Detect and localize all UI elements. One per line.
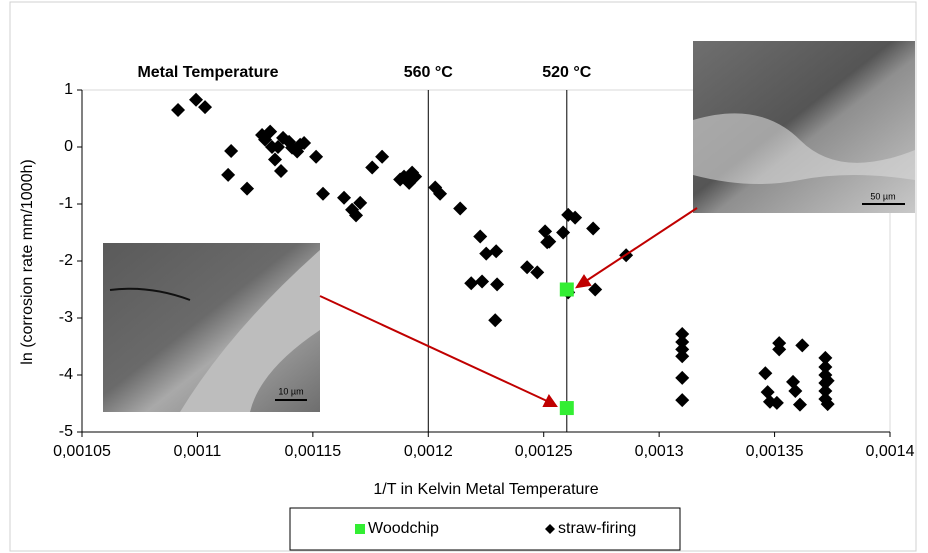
x-tick-label: 0,0011	[174, 443, 222, 460]
arrow	[319, 295, 548, 402]
marker-diamond	[795, 338, 810, 353]
y-tick-label: 0	[64, 138, 73, 155]
marker-diamond	[221, 167, 236, 182]
photo-left: 10 µm	[103, 243, 320, 412]
marker-diamond	[479, 246, 494, 261]
y-axis-label: ln (corrosion rate mm/1000h)	[19, 159, 36, 364]
reference-label: 560 °C	[404, 64, 454, 81]
marker-diamond	[198, 100, 213, 115]
arrows	[319, 207, 698, 407]
marker-diamond	[769, 395, 784, 410]
marker-diamond	[453, 201, 468, 216]
photo-texture	[693, 113, 915, 184]
marker-diamond	[556, 225, 571, 240]
marker-diamond	[337, 190, 352, 205]
x-tick-label: 0,00105	[53, 443, 111, 460]
marker-diamond	[586, 221, 601, 236]
marker-diamond	[263, 124, 278, 139]
arrow	[585, 207, 698, 282]
marker-square	[559, 282, 574, 297]
marker-diamond	[349, 208, 364, 223]
marker-diamond	[433, 186, 448, 201]
marker-diamond	[489, 244, 504, 259]
arrow-head	[574, 274, 592, 289]
marker-diamond	[270, 140, 285, 154]
marker-diamond	[568, 210, 583, 225]
marker-diamond	[297, 136, 312, 151]
y-tick-label: -4	[59, 366, 73, 383]
marker-diamond	[675, 326, 690, 341]
marker-diamond	[171, 102, 186, 117]
frame	[9, 1, 917, 552]
marker-diamond	[520, 260, 535, 275]
x-tick-label: 0,00125	[515, 443, 573, 460]
x-tick-label: 0,00135	[746, 443, 804, 460]
y-tick-label: -3	[59, 309, 73, 326]
marker-square	[355, 524, 365, 534]
marker-diamond	[675, 370, 690, 385]
marker-diamond	[530, 265, 545, 280]
y-tick-label: -5	[59, 423, 73, 440]
marker-diamond	[488, 313, 503, 328]
marker-diamond	[224, 143, 239, 158]
marker-diamond	[316, 186, 331, 201]
marker-diamond	[675, 393, 690, 408]
legend-label: straw-firing	[558, 520, 636, 537]
plot-area: -5 -4 -3 -2 -1 0 1 0,00105 0,0011 0,00115 0,0012 0,…	[53, 64, 914, 460]
marker-diamond	[818, 383, 833, 398]
marker-diamond	[675, 334, 690, 349]
marker-diamond	[267, 152, 282, 167]
marker-diamond	[792, 397, 807, 412]
top-label: Metal Temperature	[137, 64, 278, 81]
marker-diamond	[588, 282, 603, 297]
marker-square	[559, 401, 574, 416]
marker-diamond	[473, 229, 488, 244]
arrow-head	[542, 394, 558, 407]
marker-diamond	[490, 277, 505, 292]
x-tick-label: 0,0014	[866, 443, 915, 460]
marker-diamond	[240, 181, 255, 196]
marker-diamond	[353, 195, 368, 210]
marker-diamond	[818, 350, 833, 365]
marker-diamond	[542, 234, 557, 249]
marker-diamond	[464, 276, 479, 291]
scale-label: 10 µm	[278, 386, 303, 396]
marker-diamond	[189, 92, 204, 107]
marker-diamond	[375, 149, 390, 164]
y-tick-label: 1	[64, 81, 73, 98]
legend: Woodchip straw-firing	[289, 507, 681, 551]
marker-diamond	[758, 366, 773, 381]
marker-diamond	[538, 224, 553, 239]
x-tick-label: 0,0012	[404, 443, 453, 460]
marker-diamond	[309, 149, 324, 164]
marker-diamond	[820, 397, 835, 412]
photo-top: 50 µm	[693, 41, 915, 213]
photo-texture	[180, 250, 320, 412]
marker-diamond	[408, 169, 423, 184]
marker-diamond	[820, 373, 835, 388]
photo-crack	[109, 287, 191, 301]
x-tick-label: 0,0013	[635, 443, 684, 460]
marker-diamond	[772, 342, 787, 357]
reference-label: 520 °C	[542, 64, 592, 81]
marker-diamond	[475, 274, 490, 289]
marker-diamond	[545, 524, 555, 534]
scale-label: 50 µm	[870, 191, 895, 201]
marker-diamond	[818, 360, 833, 375]
x-tick-label: 0,00115	[285, 443, 342, 460]
y-tick-label: -2	[59, 252, 73, 269]
y-tick-label: -1	[59, 195, 73, 212]
marker-diamond	[760, 385, 775, 400]
x-axis-label: 1/T in Kelvin Metal Temperature	[373, 481, 598, 498]
legend-label: Woodchip	[368, 520, 439, 537]
marker-diamond	[273, 163, 288, 178]
marker-diamond	[788, 383, 803, 398]
marker-diamond	[365, 160, 380, 175]
marker-diamond	[675, 349, 690, 364]
